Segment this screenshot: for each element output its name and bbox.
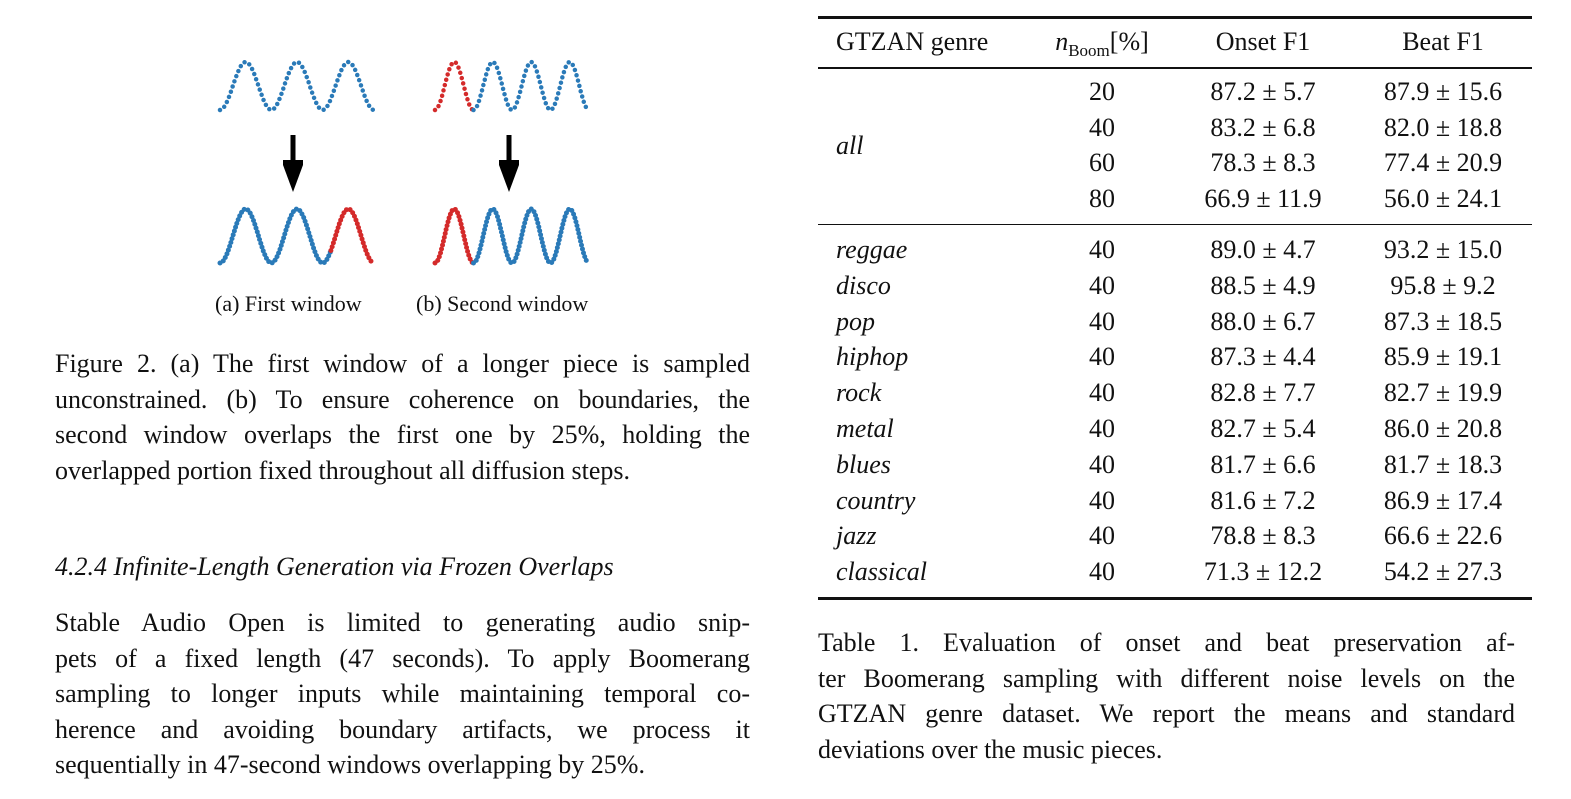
figure — [217, 59, 592, 266]
table-cell: 77.4 ± 20.9 — [1383, 148, 1503, 177]
table-cell: 40 — [1089, 306, 1115, 336]
text-line: pets of a fixed length (47 seconds). To … — [55, 643, 750, 673]
table-cell: 40 — [1089, 235, 1115, 264]
table-cell: 40 — [1089, 113, 1115, 142]
text-line: overlapped portion fixed throughout all … — [55, 455, 631, 485]
table-cell: 83.2 ± 6.8 — [1210, 113, 1316, 142]
table-cell: 60 — [1089, 148, 1115, 177]
table-cell: classical — [836, 557, 927, 587]
text-line: herence and avoiding boundary artifacts,… — [55, 714, 750, 744]
table-cell: 87.2 ± 5.7 — [1210, 77, 1316, 106]
table-cell: 78.8 ± 8.3 — [1210, 521, 1316, 551]
table-rule — [818, 16, 1532, 19]
text-line: GTZAN genre dataset. We report the means… — [818, 699, 1515, 728]
table-cell: 81.7 ± 18.3 — [1383, 449, 1503, 479]
table-cell: 81.7 ± 6.6 — [1210, 449, 1316, 479]
text-line: deviations over the music pieces. — [818, 734, 1163, 764]
table-cell: 56.0 ± 24.1 — [1383, 184, 1503, 213]
table-cell: 40 — [1089, 342, 1115, 372]
table-cell: 86.9 ± 17.4 — [1383, 485, 1503, 515]
table-cell: 82.7 ± 19.9 — [1383, 378, 1503, 408]
table-cell: 40 — [1089, 557, 1115, 587]
table-cell: Onset F1 — [1215, 27, 1311, 56]
text-line: Table 1. Evaluation of onset and beat pr… — [818, 628, 1515, 657]
table-cell: 40 — [1089, 270, 1115, 300]
wave — [471, 59, 592, 113]
table-cell: 85.9 ± 19.1 — [1383, 342, 1503, 372]
wave — [217, 59, 377, 113]
table-cell: disco — [836, 270, 891, 300]
table-cell: 87.3 ± 18.5 — [1383, 306, 1503, 336]
arrow — [499, 160, 519, 192]
table-cell: 81.6 ± 7.2 — [1210, 485, 1316, 515]
arrow-shaft — [506, 135, 512, 165]
table-cell: reggae — [836, 235, 908, 264]
table-cell: rock — [836, 378, 882, 408]
table-cell: 89.0 ± 4.7 — [1210, 235, 1316, 264]
table-cell: 20 — [1089, 77, 1115, 106]
arrow — [283, 160, 303, 192]
table-cell: GTZAN genre — [836, 27, 989, 56]
table-cell: 66.6 ± 22.6 — [1383, 521, 1503, 551]
wave — [471, 206, 592, 266]
table-cell: 54.2 ± 27.3 — [1383, 557, 1503, 587]
table-cell: all — [836, 131, 864, 160]
text-line: sampling to longer inputs while maintain… — [55, 679, 750, 708]
table-cell: 78.3 ± 8.3 — [1210, 148, 1316, 177]
table-cell: blues — [836, 449, 891, 479]
table-cell: 40 — [1089, 521, 1115, 551]
wave — [432, 206, 476, 266]
text-line: sequentially in 47-second windows overla… — [55, 750, 645, 779]
text-line: unconstrained. (b) To ensure coherence o… — [55, 384, 750, 414]
table-cell: 88.0 ± 6.7 — [1210, 306, 1316, 336]
subcaption: (a) First window — [215, 291, 362, 316]
table-cell: 86.0 ± 20.8 — [1383, 414, 1503, 443]
table-cell: 66.9 ± 11.9 — [1204, 184, 1322, 213]
table-cell: 87.9 ± 15.6 — [1383, 77, 1503, 106]
wave — [217, 206, 334, 266]
table-rule — [818, 224, 1532, 226]
table-cell: country — [836, 485, 916, 515]
text-line: Stable Audio Open is limited to generati… — [55, 608, 750, 637]
table-cell: Beat F1 — [1402, 27, 1484, 56]
text-line: ter Boomerang sampling with different no… — [818, 663, 1515, 693]
table-cell: 40 — [1089, 485, 1115, 515]
header-unit: [%] — [1109, 27, 1149, 56]
table-cell: 95.8 ± 9.2 — [1390, 270, 1496, 300]
header-symbol: n — [1055, 27, 1069, 56]
wave — [432, 59, 476, 113]
text-line: Figure 2. (a) The first window of a long… — [55, 349, 750, 378]
table-rule — [818, 597, 1532, 600]
table-cell: 40 — [1089, 414, 1115, 443]
table-cell: nBoom[%] — [952, 27, 1252, 66]
arrow-shaft — [290, 135, 296, 165]
table-cell: 80 — [1089, 184, 1115, 213]
table-cell: 82.0 ± 18.8 — [1383, 113, 1503, 142]
table-cell: 40 — [1089, 449, 1115, 479]
table-cell: 82.7 ± 5.4 — [1210, 414, 1316, 443]
table-cell: 82.8 ± 7.7 — [1210, 378, 1316, 408]
section-heading: 4.2.4 Infinite-Length Generation via Fro… — [55, 552, 614, 581]
wave — [328, 206, 377, 266]
text-line: second window overlaps the first one by … — [55, 420, 750, 449]
table-cell: metal — [836, 414, 894, 443]
header-subscript: Boom — [1068, 41, 1110, 61]
subcaption: (b) Second window — [416, 291, 589, 316]
table-cell: 93.2 ± 15.0 — [1383, 235, 1503, 264]
table-cell: hiphop — [836, 342, 909, 372]
table-rule — [818, 67, 1532, 69]
table-cell: 71.3 ± 12.2 — [1203, 557, 1323, 587]
table-cell: 40 — [1089, 378, 1115, 408]
table-cell: 88.5 ± 4.9 — [1210, 270, 1316, 300]
table-cell: pop — [836, 306, 875, 336]
table-cell: jazz — [836, 521, 877, 551]
table-cell: 87.3 ± 4.4 — [1210, 342, 1316, 372]
